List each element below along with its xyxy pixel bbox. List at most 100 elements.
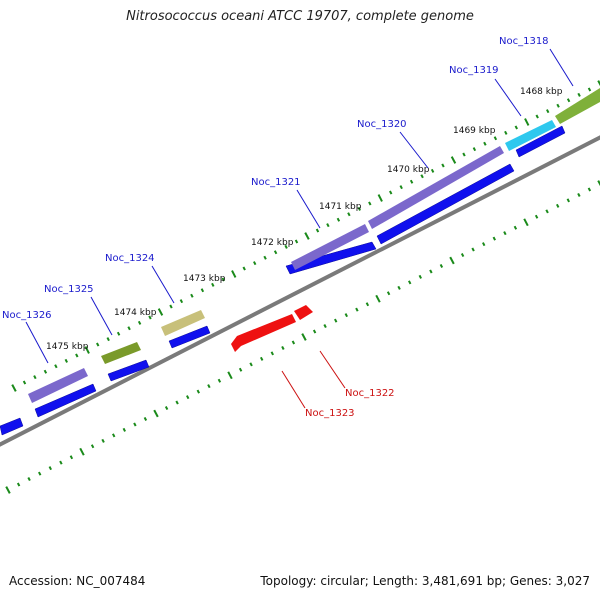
scale-tick	[133, 422, 137, 427]
scale-tick	[334, 318, 338, 323]
scale-tick	[513, 225, 518, 230]
scale-tick	[16, 482, 21, 487]
scale-tick	[377, 194, 383, 202]
scale-tick	[397, 285, 401, 290]
outer-scale-ticks	[11, 80, 600, 392]
scale-tick	[524, 118, 530, 126]
scale-tick	[408, 280, 412, 285]
scale-tick	[207, 384, 211, 389]
scale-tick	[75, 353, 79, 358]
scale-tick	[304, 232, 310, 240]
leader-noc1323	[281, 370, 306, 409]
scale-tick	[355, 307, 359, 312]
scale-tick	[217, 378, 222, 383]
scale-tick	[535, 114, 539, 119]
gene-track	[28, 88, 600, 403]
gene-label-noc1326: Noc_1326	[2, 310, 52, 321]
scale-tick	[96, 342, 100, 347]
gene-label-noc1322: Noc_1322	[345, 388, 395, 399]
scale-tick	[450, 156, 457, 164]
scale-tick	[211, 282, 215, 287]
scale-label-1475: 1475 kbp	[46, 342, 89, 352]
scale-tick	[27, 477, 31, 482]
scale-tick	[90, 444, 95, 449]
scale-tick	[253, 261, 257, 266]
cds-arrow	[34, 383, 97, 418]
scale-tick	[281, 345, 285, 350]
scale-tick	[153, 409, 159, 418]
scale-tick	[523, 218, 529, 227]
leader-noc1326	[25, 321, 49, 364]
scale-tick	[430, 168, 435, 173]
scale-label-1472: 1472 kbp	[251, 238, 294, 248]
scale-tick	[441, 163, 445, 168]
scale-label-1471: 1471 kbp	[319, 202, 362, 212]
scale-tick	[196, 389, 200, 394]
cds-arrow	[168, 325, 211, 349]
scale-tick	[186, 395, 190, 400]
scale-tick	[556, 103, 560, 108]
gene-noc1321	[291, 224, 369, 270]
scale-label-1469: 1469 kbp	[453, 126, 496, 136]
gene-label-noc1321: Noc_1321	[251, 177, 301, 188]
scale-tick	[368, 201, 372, 206]
scale-tick	[64, 358, 68, 363]
gene-noc1326	[28, 368, 88, 403]
scale-tick	[11, 384, 17, 392]
scale-tick	[137, 320, 142, 325]
scale-tick	[566, 98, 571, 103]
scale-tick	[503, 231, 507, 236]
scale-tick	[347, 212, 351, 217]
cds-arrow	[376, 163, 515, 245]
cds-arrow	[0, 417, 24, 436]
scale-tick	[169, 304, 173, 309]
scale-tick	[179, 299, 184, 304]
scale-label-1473: 1473 kbp	[183, 274, 226, 284]
inner-scale-ticks	[5, 180, 600, 494]
scale-tick	[5, 486, 11, 494]
scale-tick	[534, 214, 539, 219]
scale-tick	[336, 217, 341, 222]
scale-tick	[482, 242, 486, 247]
cds-track	[0, 125, 566, 436]
scale-label-1474: 1474 kbp	[114, 308, 157, 318]
gene-noc1323	[231, 314, 296, 352]
scale-tick	[79, 447, 85, 456]
gene-label-noc1323: Noc_1323	[305, 408, 355, 419]
scale-tick	[399, 185, 403, 190]
scale-tick	[315, 228, 320, 233]
scale-tick	[301, 333, 307, 341]
scale-tick	[143, 416, 148, 421]
scale-tick	[116, 331, 121, 336]
scale-tick	[38, 471, 42, 476]
scale-tick	[493, 136, 498, 141]
scale-tick	[462, 152, 466, 157]
scale-tick	[471, 247, 475, 252]
leader-noc1320	[399, 131, 429, 169]
scale-tick	[326, 223, 330, 228]
scale-tick	[122, 427, 126, 432]
scale-tick	[249, 362, 253, 367]
leader-noc1318	[549, 48, 574, 87]
cds-arrow	[285, 241, 377, 275]
gene-label-noc1324: Noc_1324	[105, 253, 155, 264]
scale-tick	[556, 203, 560, 208]
scale-tick	[164, 406, 169, 411]
scale-tick	[221, 277, 225, 282]
scale-tick	[148, 315, 152, 320]
scale-tick	[200, 288, 205, 293]
scale-tick	[33, 375, 37, 380]
scale-tick	[357, 206, 361, 211]
scale-tick	[112, 433, 116, 438]
scale-tick	[386, 291, 391, 296]
accession-text: Accession: NC_007484	[9, 574, 146, 588]
gene-noc1324	[161, 310, 205, 336]
scale-tick	[587, 87, 592, 92]
scale-tick	[284, 244, 288, 249]
scale-label-1468: 1468 kbp	[520, 87, 563, 97]
scale-tick	[439, 263, 444, 268]
scale-tick	[449, 256, 455, 265]
gene-noc1319	[505, 120, 556, 151]
scale-tick	[190, 293, 194, 298]
